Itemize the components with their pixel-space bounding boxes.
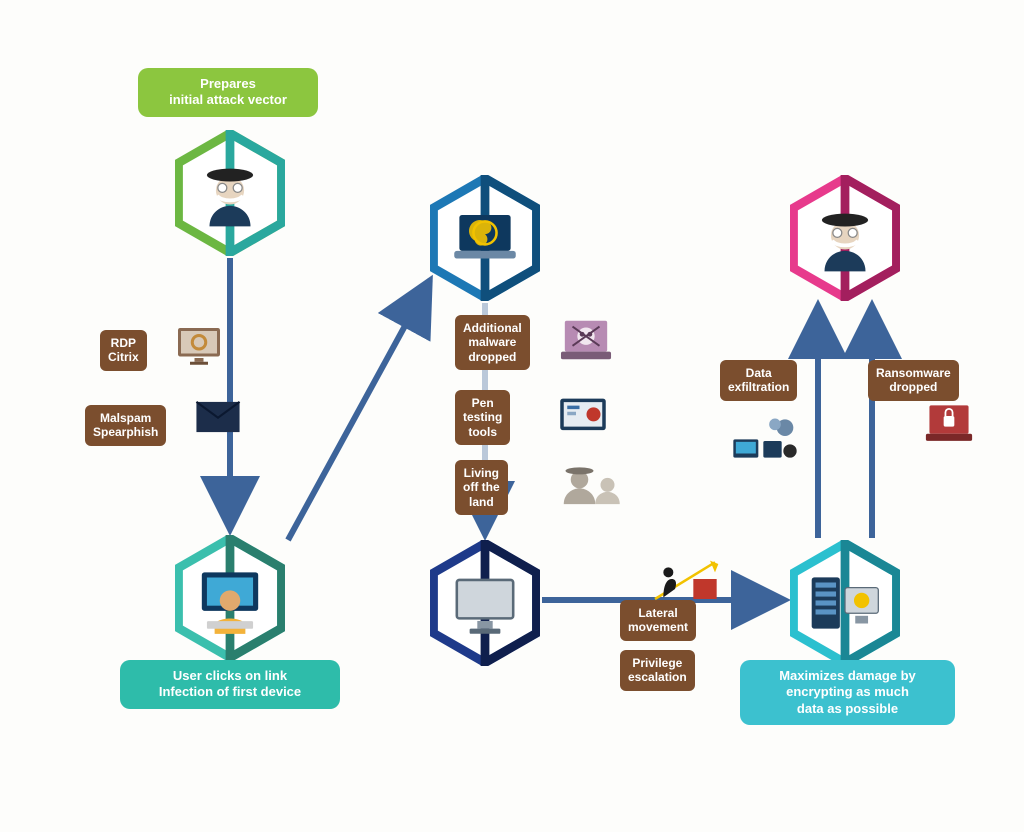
hex-infected-pc — [430, 540, 540, 666]
tag-data-exfil: Data exfiltration — [720, 360, 797, 401]
hex-attacker-top — [175, 130, 285, 256]
tag-privesc: Privilege escalation — [620, 650, 695, 691]
silhouettes-icon — [555, 460, 625, 508]
hex-user-compromise — [175, 535, 285, 661]
tag-malspam: Malspam Spearphish — [85, 405, 166, 446]
devices-cluster-icon — [730, 415, 800, 467]
skull-laptop-icon — [555, 315, 617, 367]
lock-laptop-icon — [920, 400, 978, 448]
biohazard-laptop-icon — [444, 189, 526, 287]
tag-malware-dropped: Additional malware dropped — [455, 315, 530, 370]
hex-server-damage — [790, 540, 900, 666]
tag-rdp: RDP Citrix — [100, 330, 147, 371]
hacker-icon — [804, 189, 886, 287]
monitor-icon — [444, 554, 526, 652]
tag-ransomware: Ransomware dropped — [868, 360, 959, 401]
user-monitor-icon — [189, 549, 271, 647]
envelope-icon — [195, 400, 241, 434]
diagram-stage: Prepares initial attack vector — [0, 0, 1024, 832]
tag-pen-testing: Pen testing tools — [455, 390, 510, 445]
tag-living-off-land: Living off the land — [455, 460, 508, 515]
tag-lateral: Lateral movement — [620, 600, 696, 641]
hacker-icon — [189, 144, 271, 242]
pill-user-clicks: User clicks on link Infection of first d… — [120, 660, 340, 709]
pill-prepares: Prepares initial attack vector — [138, 68, 318, 117]
pill-maximize-damage: Maximizes damage by encrypting as much d… — [740, 660, 955, 725]
settings-monitor-icon — [175, 325, 223, 367]
server-icon — [804, 554, 886, 652]
monitor-bug-icon — [555, 395, 611, 439]
running-up-icon — [650, 555, 720, 603]
hex-biohazard — [430, 175, 540, 301]
hex-attacker-pink — [790, 175, 900, 301]
